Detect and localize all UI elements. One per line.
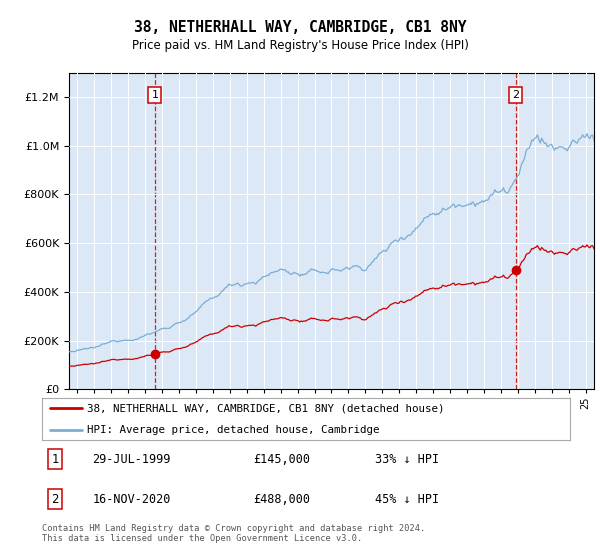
Text: 38, NETHERHALL WAY, CAMBRIDGE, CB1 8NY: 38, NETHERHALL WAY, CAMBRIDGE, CB1 8NY	[134, 20, 466, 35]
Text: Contains HM Land Registry data © Crown copyright and database right 2024.
This d: Contains HM Land Registry data © Crown c…	[42, 524, 425, 543]
Text: 2: 2	[52, 493, 59, 506]
Text: £145,000: £145,000	[253, 452, 310, 465]
Text: £488,000: £488,000	[253, 493, 310, 506]
Text: 1: 1	[52, 452, 59, 465]
Text: 33% ↓ HPI: 33% ↓ HPI	[374, 452, 439, 465]
Text: 1: 1	[151, 90, 158, 100]
Text: 45% ↓ HPI: 45% ↓ HPI	[374, 493, 439, 506]
Text: 16-NOV-2020: 16-NOV-2020	[92, 493, 170, 506]
Text: Price paid vs. HM Land Registry's House Price Index (HPI): Price paid vs. HM Land Registry's House …	[131, 39, 469, 52]
Text: 2: 2	[512, 90, 520, 100]
Text: HPI: Average price, detached house, Cambridge: HPI: Average price, detached house, Camb…	[87, 426, 379, 435]
Text: 38, NETHERHALL WAY, CAMBRIDGE, CB1 8NY (detached house): 38, NETHERHALL WAY, CAMBRIDGE, CB1 8NY (…	[87, 403, 445, 413]
Text: 29-JUL-1999: 29-JUL-1999	[92, 452, 170, 465]
